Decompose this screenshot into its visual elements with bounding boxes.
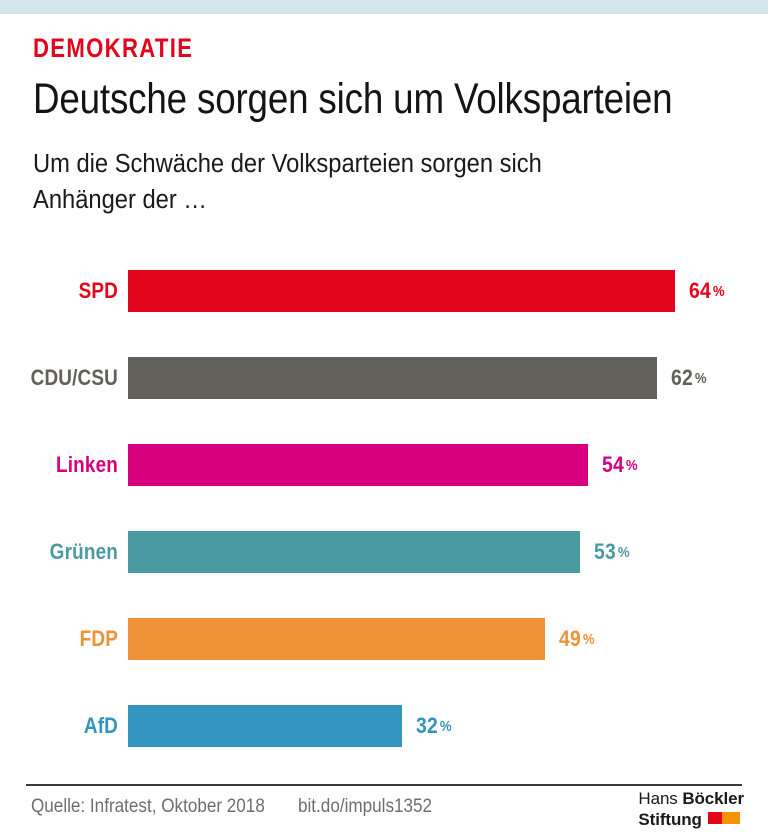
bar-value-number-spd: 64 [689,278,712,303]
bar-label-linken: Linken [55,452,118,477]
bar-value-spd: 64% [689,270,725,313]
bar-value-gruenen: 53% [594,531,630,574]
bar-value-unit-spd: % [712,283,725,300]
bar-chart: SPD 64% CDU/CSU 62% Linken 54% Grünen 53… [0,256,768,756]
bar-value-unit-fdp: % [582,631,595,648]
flag-block-orange [721,811,740,824]
footer-divider [26,784,742,786]
bar-value-number-linken: 54 [602,452,625,477]
bar-value-cdu-csu: 62% [671,357,707,400]
bar-fdp [128,618,545,660]
bar-value-afd: 32% [416,705,452,748]
bar-label-fdp: FDP [79,626,118,651]
bar-value-linken: 54% [602,444,638,487]
source-note: Quelle: Infratest, Oktober 2018 [31,796,265,817]
page-title: Deutsche sorgen sich um Volksparteien [33,75,673,123]
logo-text-stiftung: Stiftung [638,809,702,829]
bar-label-cdu-csu: CDU/CSU [30,365,118,390]
bar-value-unit-gruenen: % [617,544,630,561]
bar-value-number-gruenen: 53 [594,539,617,564]
category-kicker: DEMOKRATIE [33,33,194,63]
logo-line-1: Hans Böckler [638,789,744,809]
top-accent-band [0,0,768,14]
flag-block-red [707,811,726,824]
bar-afd [128,705,402,747]
subtitle: Um die Schwäche der Volksparteien sorgen… [33,146,542,218]
bar-linken [128,444,588,486]
bar-label-gruenen: Grünen [49,539,118,564]
bar-value-unit-cdu-csu: % [694,370,707,387]
bar-label-spd: SPD [78,278,118,303]
logo-text-boeckler: Böckler [682,789,744,808]
bar-value-number-fdp: 49 [559,626,582,651]
bar-value-unit-linken: % [625,457,638,474]
bar-value-number-cdu-csu: 62 [671,365,694,390]
bar-value-number-afd: 32 [416,713,439,738]
bar-gruenen [128,531,580,573]
table-row: AfD 32% [0,705,768,747]
bar-value-unit-afd: % [439,718,452,735]
short-url[interactable]: bit.do/impuls1352 [298,796,433,817]
table-row: FDP 49% [0,618,768,660]
logo-line-2: Stiftung [638,809,744,830]
bar-label-afd: AfD [83,713,118,738]
logo-flag-icon [707,809,740,829]
hans-boeckler-stiftung-logo: Hans Böckler Stiftung [638,789,744,829]
table-row: Linken 54% [0,444,768,486]
logo-text-hans: Hans [638,789,683,808]
bar-cdu-csu [128,357,657,399]
subtitle-line-1: Um die Schwäche der Volksparteien sorgen… [33,150,542,178]
bar-value-fdp: 49% [559,618,595,661]
subtitle-line-2: Anhänger der … [33,186,208,215]
table-row: Grünen 53% [0,531,768,573]
table-row: CDU/CSU 62% [0,357,768,399]
bar-spd [128,270,675,312]
table-row: SPD 64% [0,270,768,312]
